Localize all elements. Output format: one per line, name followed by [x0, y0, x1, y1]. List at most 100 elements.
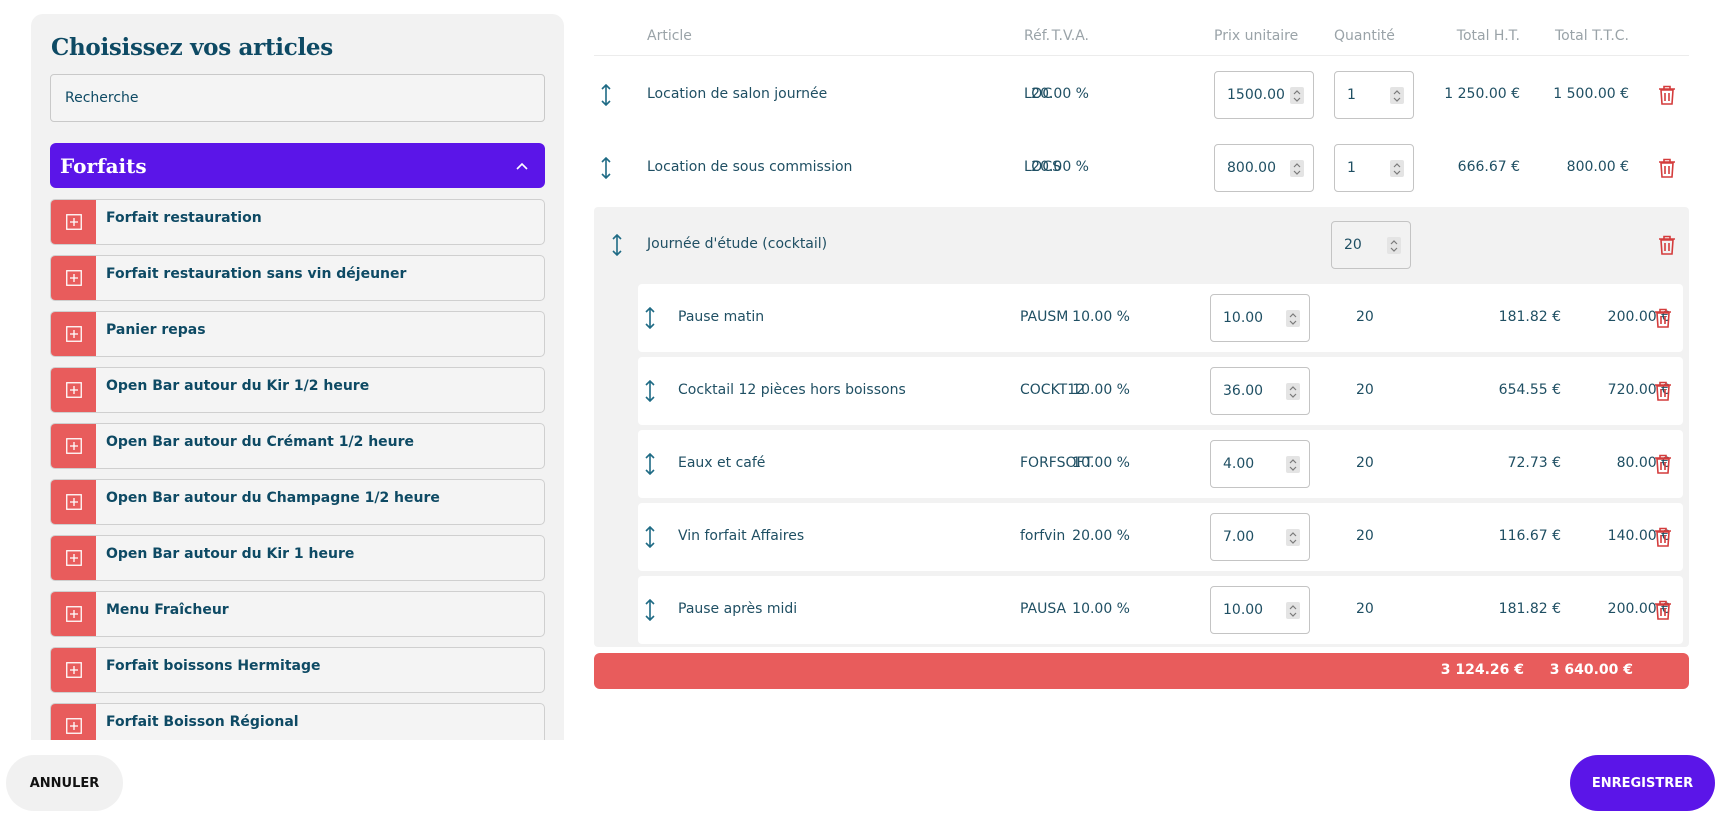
- add-item-icon[interactable]: [51, 704, 96, 740]
- header-total-ttc: Total T.T.C.: [1554, 28, 1629, 44]
- row-quantity: 20: [1356, 382, 1374, 398]
- catalog-item-label: Open Bar autour du Champagne 1/2 heure: [106, 490, 440, 506]
- stepper-icon[interactable]: [1390, 160, 1404, 177]
- drag-handle-icon[interactable]: [599, 84, 613, 106]
- chevron-up-icon[interactable]: [511, 155, 533, 177]
- catalog-item[interactable]: Forfait Boisson Régional: [50, 703, 545, 740]
- catalog-item[interactable]: Panier repas: [50, 311, 545, 357]
- catalog-item[interactable]: Open Bar autour du Kir 1/2 heure: [50, 367, 545, 413]
- trash-icon[interactable]: [1658, 158, 1676, 178]
- drag-handle-icon[interactable]: [643, 307, 657, 329]
- stepper-icon[interactable]: [1286, 456, 1300, 473]
- quantity-value: 1: [1347, 160, 1356, 176]
- catalog-item-label: Panier repas: [106, 322, 206, 338]
- stepper-icon[interactable]: [1286, 602, 1300, 619]
- unit-price-value: 800.00: [1227, 160, 1276, 176]
- row-article: Pause matin: [678, 309, 765, 325]
- cancel-button[interactable]: ANNULER: [6, 755, 123, 811]
- quantity-input[interactable]: 1: [1334, 144, 1414, 192]
- stepper-icon[interactable]: [1290, 87, 1304, 104]
- row-quantity: 20: [1356, 455, 1374, 471]
- group-quantity-input[interactable]: 20: [1331, 221, 1411, 269]
- add-item-icon[interactable]: [51, 368, 96, 412]
- drag-handle-icon[interactable]: [610, 234, 624, 256]
- category-title: Forfaits: [60, 153, 147, 178]
- trash-icon[interactable]: [1658, 85, 1676, 105]
- stepper-icon[interactable]: [1286, 383, 1300, 400]
- grand-total-ht: 3 124.26 €: [1440, 662, 1524, 678]
- unit-price-input[interactable]: 36.00: [1210, 367, 1310, 415]
- row-article: Vin forfait Affaires: [678, 528, 805, 544]
- row-article: Pause après midi: [678, 601, 798, 617]
- add-item-icon[interactable]: [51, 648, 96, 692]
- catalog-item[interactable]: Open Bar autour du Champagne 1/2 heure: [50, 479, 545, 525]
- row-tva: 10.00 %: [1072, 382, 1130, 398]
- stepper-icon[interactable]: [1390, 87, 1404, 104]
- group-quantity-value: 20: [1344, 237, 1362, 253]
- add-item-icon[interactable]: [51, 480, 96, 524]
- group-row: Pause après midi PAUSA 10.00 % 10.00 20 …: [638, 576, 1683, 644]
- unit-price-input[interactable]: 800.00: [1214, 144, 1314, 192]
- unit-price-value: 10.00: [1223, 310, 1264, 326]
- row-total-ht: 181.82 €: [1498, 601, 1561, 617]
- row-tva: 10.00 %: [1072, 309, 1130, 325]
- row-ref: COCKT12: [1020, 382, 1086, 398]
- grand-total-ttc: 3 640.00 €: [1549, 662, 1633, 678]
- add-item-icon[interactable]: [51, 200, 96, 244]
- row-article: Location de salon journée: [647, 86, 828, 102]
- catalog-title: Choisissez vos articles: [51, 34, 333, 61]
- drag-handle-icon[interactable]: [643, 599, 657, 621]
- trash-icon[interactable]: [1654, 527, 1672, 547]
- row-ref: PAUSA: [1020, 601, 1067, 617]
- add-item-icon[interactable]: [51, 424, 96, 468]
- row-total-ht: 181.82 €: [1498, 309, 1561, 325]
- catalog-item[interactable]: Forfait restauration sans vin déjeuner: [50, 255, 545, 301]
- trash-icon[interactable]: [1654, 454, 1672, 474]
- row-total-ht: 1 250.00 €: [1444, 86, 1520, 102]
- add-item-icon[interactable]: [51, 592, 96, 636]
- stepper-icon[interactable]: [1286, 529, 1300, 546]
- unit-price-input[interactable]: 1500.00: [1214, 71, 1314, 119]
- package-group: Journée d'étude (cocktail) 20 Pause mati…: [594, 207, 1689, 647]
- drag-handle-icon[interactable]: [643, 526, 657, 548]
- catalog-item-label: Open Bar autour du Crémant 1/2 heure: [106, 434, 415, 450]
- group-row: Vin forfait Affaires forfvin 20.00 % 7.0…: [638, 503, 1683, 571]
- catalog-item[interactable]: Open Bar autour du Kir 1 heure: [50, 535, 545, 581]
- group-row: Eaux et café FORFSOFT 10.00 % 4.00 20 72…: [638, 430, 1683, 498]
- unit-price-input[interactable]: 10.00: [1210, 294, 1310, 342]
- row-total-ht: 666.67 €: [1457, 159, 1520, 175]
- row-article: Eaux et café: [678, 455, 766, 471]
- unit-price-value: 36.00: [1223, 383, 1264, 399]
- stepper-icon[interactable]: [1387, 237, 1401, 254]
- search-input[interactable]: [50, 74, 545, 122]
- unit-price-input[interactable]: 4.00: [1210, 440, 1310, 488]
- catalog-item[interactable]: Forfait boissons Hermitage: [50, 647, 545, 693]
- catalog-item[interactable]: Open Bar autour du Crémant 1/2 heure: [50, 423, 545, 469]
- trash-icon[interactable]: [1654, 600, 1672, 620]
- drag-handle-icon[interactable]: [643, 380, 657, 402]
- header-article: Article: [647, 28, 692, 44]
- row-total-ttc: 200.00 €: [1607, 601, 1670, 617]
- quantity-input[interactable]: 1: [1334, 71, 1414, 119]
- catalog-item[interactable]: Forfait restauration: [50, 199, 545, 245]
- add-item-icon[interactable]: [51, 256, 96, 300]
- add-item-icon[interactable]: [51, 536, 96, 580]
- save-button[interactable]: ENREGISTRER: [1570, 755, 1715, 811]
- add-item-icon[interactable]: [51, 312, 96, 356]
- stepper-icon[interactable]: [1290, 160, 1304, 177]
- category-forfaits-header[interactable]: Forfaits: [50, 143, 545, 188]
- trash-icon[interactable]: [1654, 381, 1672, 401]
- drag-handle-icon[interactable]: [599, 157, 613, 179]
- trash-icon[interactable]: [1654, 308, 1672, 328]
- unit-price-input[interactable]: 7.00: [1210, 513, 1310, 561]
- stepper-icon[interactable]: [1286, 310, 1300, 327]
- drag-handle-icon[interactable]: [643, 453, 657, 475]
- catalog-item-label: Open Bar autour du Kir 1/2 heure: [106, 378, 370, 394]
- catalog-items-list: Forfait restauration Forfait restauratio…: [50, 199, 545, 740]
- unit-price-input[interactable]: 10.00: [1210, 586, 1310, 634]
- row-article: Location de sous commission: [647, 159, 853, 175]
- row-article: Cocktail 12 pièces hors boissons: [678, 382, 906, 398]
- catalog-item-label: Open Bar autour du Kir 1 heure: [106, 546, 355, 562]
- catalog-item[interactable]: Menu Fraîcheur: [50, 591, 545, 637]
- trash-icon[interactable]: [1658, 235, 1676, 255]
